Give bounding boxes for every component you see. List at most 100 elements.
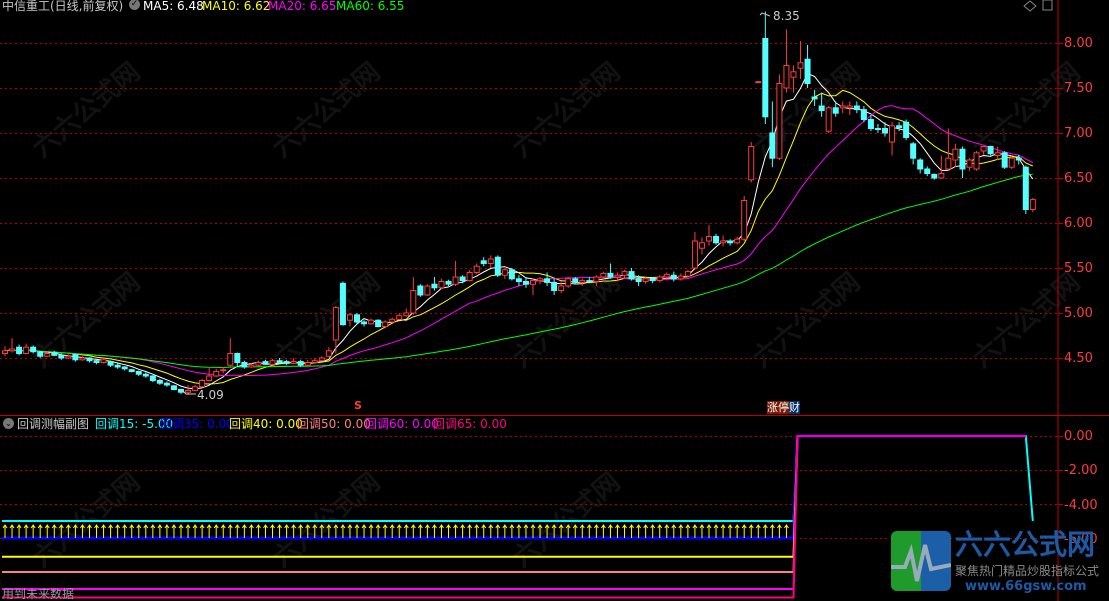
candle-body	[23, 346, 30, 355]
candle-body	[163, 382, 170, 386]
candlestick	[1001, 151, 1008, 169]
candlestick	[431, 277, 438, 291]
candlestick	[37, 350, 44, 358]
candle-body	[860, 109, 867, 120]
candlestick	[473, 263, 480, 275]
candle-body	[227, 353, 234, 366]
up-arrow-marker	[333, 524, 339, 538]
candlestick	[734, 236, 741, 245]
candlestick	[220, 367, 227, 374]
up-arrow-marker	[467, 524, 473, 538]
up-arrow-marker	[424, 524, 430, 538]
up-arrow-marker	[410, 524, 416, 538]
candlestick	[417, 284, 424, 297]
up-arrow-marker	[368, 524, 374, 538]
diamond-icon[interactable]	[1023, 0, 1037, 12]
low-price-label: 4.09	[197, 388, 224, 402]
candlestick	[107, 360, 114, 367]
check-circle-icon[interactable]: ✓	[129, 0, 140, 10]
candlestick	[65, 354, 72, 359]
candle-body	[600, 272, 607, 278]
candle-body	[924, 168, 931, 174]
badge-finance: 财	[789, 401, 800, 414]
up-arrow-marker	[122, 524, 128, 538]
candlestick	[424, 284, 431, 296]
candlestick	[149, 375, 156, 383]
price-axis-label: 8.00	[1064, 36, 1093, 51]
up-arrow-marker	[495, 524, 501, 538]
candle-body	[297, 361, 304, 366]
candle-body	[487, 258, 494, 264]
candlestick	[459, 275, 466, 284]
sub-axis-label: 0.00	[1064, 429, 1093, 444]
candle-body	[522, 281, 529, 285]
candle-body	[832, 107, 839, 114]
candlestick	[832, 101, 839, 117]
candle-body	[361, 321, 368, 325]
candle-body	[896, 125, 903, 129]
up-arrow-marker	[600, 524, 606, 538]
candle-body	[917, 159, 924, 170]
up-arrow-marker	[206, 524, 212, 538]
candlestick	[206, 367, 213, 382]
candlestick	[375, 319, 382, 328]
up-arrow-marker	[748, 524, 754, 538]
watermark-slogan: 聚焦热门精品炒股指标公式	[955, 564, 1100, 578]
candle-body	[389, 318, 396, 323]
candle-body	[987, 146, 994, 155]
candlestick	[354, 313, 360, 324]
chevron-down-icon[interactable]: ⌄	[3, 418, 14, 429]
ma20-line	[4, 105, 1034, 377]
candlestick	[874, 124, 881, 133]
candle-body	[9, 348, 16, 352]
up-arrow-marker	[692, 524, 698, 538]
candle-body	[846, 105, 853, 109]
sell-signal-marker[interactable]: S	[354, 399, 362, 412]
candle-body	[628, 271, 635, 280]
up-arrow-marker	[192, 524, 198, 538]
candlestick	[910, 142, 917, 165]
candle-body	[44, 353, 51, 357]
up-arrow-marker	[453, 524, 458, 538]
window-icon[interactable]	[1042, 0, 1053, 11]
candle-body	[192, 386, 199, 391]
candle-body	[199, 380, 206, 388]
candlestick	[438, 278, 445, 289]
candlestick	[389, 317, 396, 323]
candle-body	[480, 260, 487, 264]
up-arrow-marker	[643, 524, 649, 538]
limit-up-badge[interactable]: 涨停财	[767, 401, 800, 414]
candlestick	[213, 368, 220, 377]
up-arrow-marker	[699, 524, 705, 538]
retrace15-value: 回调15: -5.00	[95, 417, 174, 431]
candlestick	[1015, 154, 1022, 165]
up-arrow-marker	[72, 524, 78, 538]
candle-body	[37, 351, 44, 357]
candle-body	[403, 312, 410, 317]
candlestick	[72, 353, 79, 362]
candle-body	[551, 281, 558, 291]
candlestick	[396, 313, 403, 321]
up-arrow-marker	[115, 524, 121, 538]
candlestick	[51, 350, 58, 357]
candle-body	[234, 353, 241, 363]
up-arrow-marker	[446, 524, 451, 538]
candlestick	[2, 346, 8, 357]
up-arrow-marker	[460, 524, 466, 538]
candle-body	[1001, 152, 1008, 168]
up-arrow-marker	[227, 524, 233, 538]
candle-body	[79, 357, 86, 361]
candlestick	[23, 343, 30, 355]
candlestick	[86, 357, 93, 363]
candle-body	[755, 81, 762, 84]
candlestick	[614, 272, 621, 282]
up-arrow-marker	[178, 524, 184, 538]
up-arrow-marker	[474, 524, 480, 538]
ma60-value: MA60: 6.55	[336, 0, 405, 13]
up-arrow-marker	[220, 524, 226, 538]
candle-body	[614, 274, 621, 278]
candle-body	[804, 58, 811, 84]
up-arrow-marker	[516, 524, 522, 538]
